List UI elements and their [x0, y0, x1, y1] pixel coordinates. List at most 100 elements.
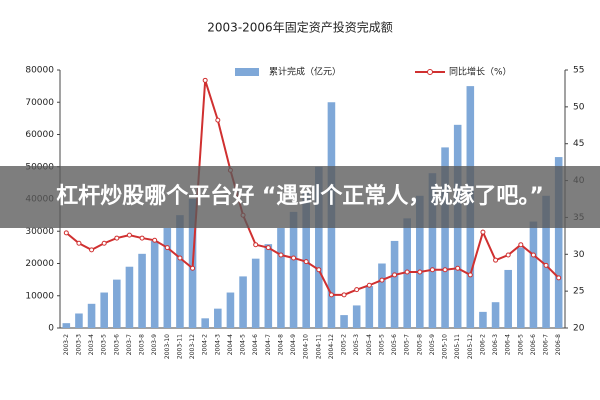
bar — [315, 166, 323, 328]
x-tick-label: 2005-9 — [429, 334, 436, 355]
bar — [416, 195, 424, 328]
point — [543, 262, 549, 268]
overlay-banner: 杠杆炒股哪个平台好 “遇到个正常人，就嫁了吧。” — [0, 166, 600, 228]
point — [417, 269, 423, 275]
y-tick-label: 30000 — [25, 227, 54, 237]
bar — [289, 211, 298, 328]
x-tick-label: 2004-11 — [315, 334, 322, 359]
point — [202, 77, 208, 83]
bar — [150, 240, 159, 328]
point — [518, 242, 524, 248]
y-tick-label: 70000 — [25, 98, 54, 108]
point — [505, 252, 511, 258]
point — [265, 245, 271, 251]
bar — [100, 292, 108, 328]
bar — [176, 215, 184, 328]
point — [291, 255, 297, 261]
point — [139, 235, 145, 241]
x-tick-label: 2004-4 — [227, 334, 234, 355]
x-tick-label: 2003-5 — [101, 334, 108, 355]
point — [215, 117, 221, 123]
bar — [251, 258, 260, 328]
x-tick-label: 2004-10 — [303, 334, 310, 359]
bar — [479, 311, 487, 328]
bar — [529, 221, 538, 328]
x-tick-label: 2004-7 — [265, 334, 272, 355]
x-tick-label: 2006-7 — [543, 334, 550, 355]
point — [114, 235, 120, 241]
point — [101, 240, 107, 246]
y2-tick-label: 50 — [573, 102, 585, 112]
x-tick-label: 2003-3 — [75, 334, 82, 355]
x-tick-label: 2003-2 — [63, 334, 70, 355]
x-tick-label: 2006-3 — [492, 334, 499, 355]
x-tick-label: 2005-8 — [416, 334, 423, 355]
x-tick-label: 2005-3 — [353, 334, 360, 355]
y2-tick-label: 45 — [573, 139, 584, 149]
point — [556, 275, 562, 281]
x-tick-label: 2003-7 — [126, 334, 133, 355]
bar — [138, 253, 146, 328]
x-tick-label: 2005-12 — [467, 334, 474, 359]
legend-swatch — [235, 68, 259, 76]
point — [354, 287, 360, 293]
x-tick-label: 2003-6 — [113, 334, 120, 355]
bar — [554, 157, 563, 328]
point — [379, 277, 385, 283]
bar — [352, 305, 361, 328]
x-tick-label: 2005-10 — [442, 334, 449, 359]
x-tick-label: 2006-2 — [479, 334, 486, 355]
y-tick-label: 0 — [48, 324, 54, 334]
y2-tick-label: 55 — [573, 66, 584, 76]
point — [392, 272, 398, 278]
x-tick-label: 2003-10 — [164, 334, 171, 359]
point — [190, 265, 196, 271]
y-tick-label: 10000 — [25, 291, 54, 301]
point — [429, 267, 435, 273]
bar — [441, 147, 449, 328]
point — [316, 267, 322, 273]
point — [493, 257, 499, 263]
point — [530, 252, 536, 258]
y-tick-label: 80000 — [25, 66, 54, 76]
bar — [378, 263, 386, 328]
x-tick-label: 2006-8 — [555, 334, 562, 355]
legend-label: 累计完成（亿元） — [269, 66, 341, 78]
bar — [340, 315, 348, 328]
x-tick-label: 2004-2 — [202, 334, 209, 355]
y-tick-label: 20000 — [25, 259, 54, 269]
point — [278, 252, 284, 258]
point — [366, 282, 372, 288]
x-tick-label: 2005-11 — [454, 334, 461, 359]
point — [404, 269, 410, 275]
point — [303, 259, 309, 265]
point — [341, 292, 347, 298]
x-tick-label: 2003-8 — [139, 334, 146, 355]
x-tick-label: 2005-5 — [378, 334, 385, 355]
bar — [163, 228, 172, 328]
bar — [542, 195, 550, 328]
point — [126, 232, 132, 238]
bar — [87, 303, 96, 328]
x-tick-label: 2005-6 — [391, 334, 398, 355]
x-tick-label: 2006-6 — [530, 334, 537, 355]
point — [480, 229, 486, 235]
bar — [365, 286, 374, 328]
point — [63, 230, 69, 236]
legend-marker — [427, 69, 433, 75]
point — [467, 272, 473, 278]
bar — [214, 308, 222, 328]
x-tick-label: 2003-11 — [176, 334, 183, 359]
bar — [226, 292, 235, 328]
point — [164, 245, 170, 251]
bar — [125, 266, 134, 328]
x-tick-label: 2004-12 — [328, 334, 335, 359]
y2-tick-label: 25 — [573, 287, 584, 297]
point — [177, 255, 183, 261]
bar — [62, 323, 71, 328]
point — [76, 240, 82, 246]
x-tick-label: 2005-4 — [366, 334, 373, 355]
point — [152, 237, 158, 243]
y2-tick-label: 30 — [573, 250, 585, 260]
